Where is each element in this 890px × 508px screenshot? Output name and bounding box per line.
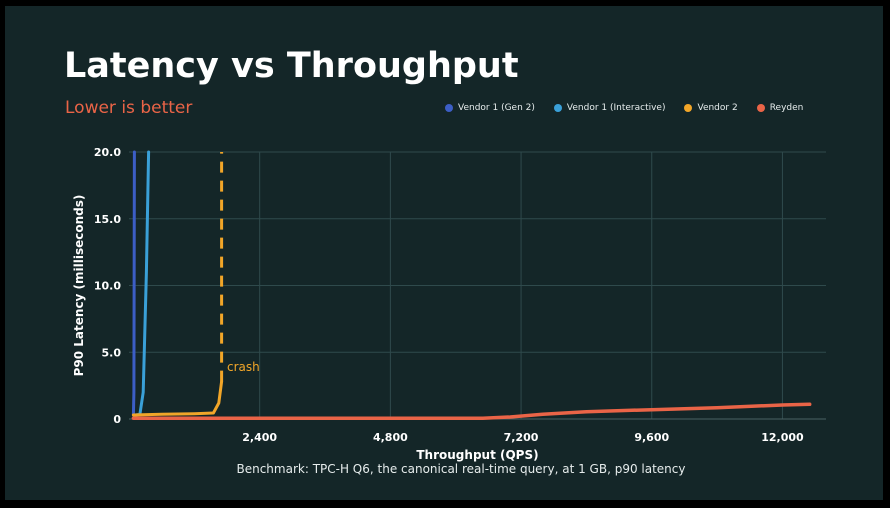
x-tick-label: 7,200: [504, 431, 539, 444]
series-line-vendor-1-gen-2: [131, 150, 136, 417]
x-tick-label: 2,400: [242, 431, 277, 444]
x-tick-label: 4,800: [373, 431, 408, 444]
legend-label: Vendor 2: [697, 103, 738, 113]
x-tick-label: 12,000: [761, 431, 804, 444]
legend-swatch: [445, 104, 453, 112]
legend-label: Vendor 1 (Interactive): [566, 103, 666, 113]
y-tick-label: 10.0: [94, 280, 121, 293]
series-line-vendor-1-interactive: [134, 150, 151, 417]
y-axis-title: P90 Latency (milliseconds): [72, 195, 86, 377]
legend-item-vendor1-interactive: Vendor 1 (Interactive): [553, 103, 666, 113]
slide: Latency vs Throughput Lower is better Ve…: [5, 6, 883, 500]
chart-legend: Vendor 1 (Gen 2) Vendor 1 (Interactive) …: [445, 103, 822, 113]
x-axis-title: Throughput (QPS): [416, 448, 538, 462]
y-tick-label: 20.0: [94, 146, 121, 159]
legend-item-reyden: Reyden: [756, 103, 804, 113]
legend-item-vendor1-gen2: Vendor 1 (Gen 2): [445, 103, 535, 113]
latency-chart: 0 5.0 10.0 15.0 20.0 2,400 4,800 7,200 9,600 12,0…: [72, 146, 826, 462]
y-tick-label: 5.0: [102, 346, 122, 359]
series-line-vendor-2: [131, 380, 224, 417]
page-subtitle: Lower is better: [65, 98, 193, 118]
y-tick-label: 0: [113, 413, 121, 426]
legend-label: Reyden: [769, 103, 804, 113]
legend-swatch: [684, 104, 693, 112]
x-tick-label: 9,600: [634, 431, 669, 444]
chart-caption: Benchmark: TPC-H Q6, the canonical real-…: [236, 462, 686, 476]
page-title: Latency vs Throughput: [64, 46, 519, 86]
legend-item-vendor2: Vendor 2: [684, 103, 738, 113]
crash-annotation: crash: [227, 360, 260, 374]
legend-swatch: [756, 104, 765, 112]
legend-label: Vendor 1 (Gen 2): [458, 103, 535, 113]
y-tick-label: 15.0: [94, 213, 121, 226]
legend-swatch: [553, 104, 562, 112]
series-line-reyden: [131, 402, 812, 421]
